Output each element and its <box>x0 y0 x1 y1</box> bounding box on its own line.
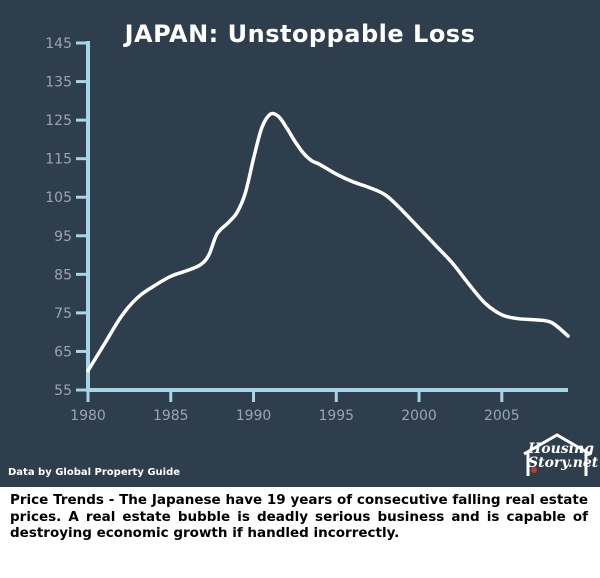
logo-line1: Housing <box>528 441 594 457</box>
x-tick-label: 2005 <box>484 408 520 424</box>
y-tick-label: 145 <box>45 36 72 52</box>
chart-title: JAPAN: Unstoppable Loss <box>124 20 476 48</box>
x-tick-label: 1990 <box>236 408 272 424</box>
caption-text: Price Trends - The Japanese have 19 year… <box>10 492 588 541</box>
x-axis-ticks: 1980 1985 1990 1995 2000 2005 <box>70 390 520 424</box>
y-axis-ticks: 55 65 75 85 95 105 115 125 135 145 <box>45 36 88 399</box>
logo-line2: Story.net <box>528 455 599 471</box>
y-tick-label: 95 <box>54 229 72 245</box>
house-icon <box>523 433 591 476</box>
x-tick-label: 1985 <box>153 408 189 424</box>
y-tick-label: 105 <box>45 190 72 206</box>
x-tick-label: 1980 <box>70 408 106 424</box>
y-tick-label: 135 <box>45 75 72 91</box>
x-tick-label: 1995 <box>318 408 354 424</box>
housingstory-logo: Housing Story.net <box>518 432 599 482</box>
source-note: Data by Global Property Guide <box>8 467 181 478</box>
y-tick-label: 65 <box>54 344 72 360</box>
price-index-line <box>86 111 570 373</box>
y-tick-label: 115 <box>45 152 72 168</box>
y-tick-label: 55 <box>54 383 72 399</box>
y-tick-label: 75 <box>54 306 72 322</box>
chart-panel <box>0 0 600 487</box>
x-tick-label: 2000 <box>401 408 437 424</box>
y-tick-label: 125 <box>45 113 72 129</box>
y-tick-label: 85 <box>54 267 72 283</box>
